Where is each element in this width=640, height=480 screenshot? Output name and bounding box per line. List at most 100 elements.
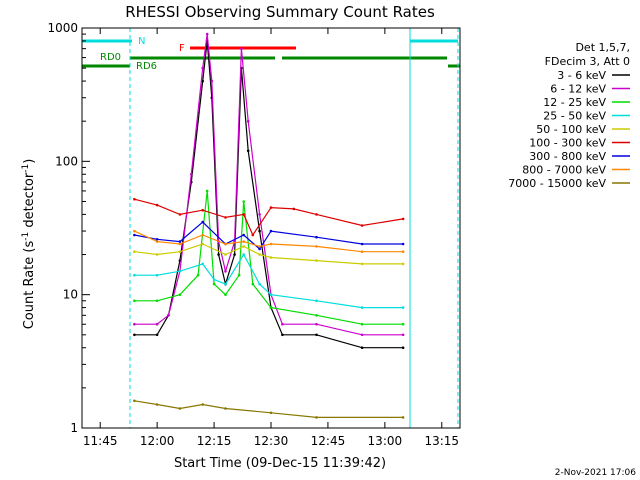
data-point-5-8 xyxy=(292,207,296,211)
x-tick-label-1: 12:00 xyxy=(140,434,175,448)
data-point-8-5 xyxy=(269,411,273,415)
data-point-0-1 xyxy=(155,333,159,337)
legend-label-2: 12 - 25 keV xyxy=(543,96,606,109)
x-tick-label-2: 12:15 xyxy=(197,434,232,448)
data-point-3-9 xyxy=(315,299,318,303)
data-point-3-8 xyxy=(269,293,273,297)
data-point-1-1 xyxy=(155,322,159,326)
data-point-2-0 xyxy=(133,299,136,303)
data-point-4-3 xyxy=(201,242,204,246)
data-point-6-10 xyxy=(401,242,405,246)
data-point-8-1 xyxy=(155,403,159,406)
data-point-7-4 xyxy=(224,242,227,246)
data-point-1-7 xyxy=(210,79,214,83)
data-point-0-12 xyxy=(246,149,250,153)
x-tick-label-3: 12:30 xyxy=(254,434,289,448)
series-line-2 xyxy=(134,190,404,325)
annotation-rd6: RD6 xyxy=(136,61,157,72)
data-point-8-2 xyxy=(178,407,182,410)
data-point-8-4 xyxy=(224,407,227,410)
data-point-3-5 xyxy=(224,282,227,286)
chart-title: RHESSI Observing Summary Count Rates xyxy=(125,3,435,21)
y-tick-label-3: 1000 xyxy=(47,21,78,35)
data-point-7-2 xyxy=(178,242,182,246)
data-point-5-9 xyxy=(315,213,318,216)
y-tick-label-1: 10 xyxy=(63,288,78,302)
data-point-5-6 xyxy=(251,233,255,237)
data-point-1-0 xyxy=(133,322,136,326)
data-point-4-8 xyxy=(315,259,318,262)
annotation-rd0: RD0 xyxy=(100,52,121,63)
data-point-0-13 xyxy=(258,229,261,233)
data-point-8-7 xyxy=(401,416,405,419)
data-point-7-6 xyxy=(258,245,261,248)
data-point-7-0 xyxy=(133,229,136,233)
data-point-5-1 xyxy=(155,203,159,207)
data-point-4-1 xyxy=(155,253,159,256)
data-point-3-2 xyxy=(178,269,182,273)
data-point-6-9 xyxy=(360,242,364,246)
data-point-2-11 xyxy=(315,314,318,317)
data-point-7-10 xyxy=(401,250,405,253)
data-point-3-7 xyxy=(258,282,261,286)
data-point-5-2 xyxy=(178,213,182,216)
data-point-4-6 xyxy=(258,253,261,256)
data-point-7-9 xyxy=(360,250,364,253)
data-point-7-5 xyxy=(242,240,245,243)
x-axis: 11:45 12:00 12:15 12:30 12:45 13:00 13:15 xyxy=(83,28,459,448)
data-point-7-8 xyxy=(315,245,318,248)
legend-label-4: 50 - 100 keV xyxy=(536,123,606,136)
data-point-5-4 xyxy=(224,216,227,219)
data-point-1-2 xyxy=(167,314,170,317)
data-point-0-18 xyxy=(401,346,405,350)
legend-header-2: FDecim 3, Att 0 xyxy=(545,55,630,68)
data-point-3-0 xyxy=(133,273,136,277)
data-point-2-7 xyxy=(237,273,241,277)
legend-label-1: 6 - 12 keV xyxy=(550,83,606,96)
legend-label-7: 800 - 7000 keV xyxy=(522,164,606,177)
x-axis-label: Start Time (09-Dec-15 11:39:42) xyxy=(174,456,386,471)
data-point-1-4 xyxy=(190,173,193,176)
data-point-0-10 xyxy=(233,253,236,256)
data-point-1-12 xyxy=(246,119,250,123)
data-point-4-7 xyxy=(269,256,273,259)
series-line-8 xyxy=(134,400,404,418)
data-point-1-17 xyxy=(360,333,364,337)
data-point-5-0 xyxy=(133,197,136,201)
data-point-6-3 xyxy=(201,220,204,224)
data-point-2-5 xyxy=(212,282,216,286)
data-point-3-3 xyxy=(201,262,204,266)
y-axis: 1 10 100 1000 xyxy=(47,21,90,435)
legend-label-6: 300 - 800 keV xyxy=(529,150,606,163)
data-point-7-1 xyxy=(155,240,159,243)
timestamp: 2-Nov-2021 17:06 xyxy=(555,468,637,478)
data-point-2-13 xyxy=(401,322,405,326)
data-point-7-7 xyxy=(269,242,273,246)
data-point-1-15 xyxy=(281,322,284,326)
data-point-7-3 xyxy=(201,233,204,237)
legend-label-3: 25 - 50 keV xyxy=(543,110,606,123)
data-point-2-12 xyxy=(360,322,364,326)
data-point-2-10 xyxy=(269,306,273,309)
data-point-0-15 xyxy=(281,333,284,337)
data-point-3-10 xyxy=(360,306,364,309)
data-point-4-4 xyxy=(224,253,227,256)
data-point-1-9 xyxy=(224,269,227,273)
data-point-0-16 xyxy=(315,333,318,337)
data-point-1-6 xyxy=(205,32,209,36)
data-point-1-16 xyxy=(315,322,318,326)
data-point-5-10 xyxy=(360,224,364,227)
data-point-1-18 xyxy=(401,333,405,337)
data-point-6-6 xyxy=(258,247,261,251)
data-point-4-10 xyxy=(401,262,405,266)
data-point-4-0 xyxy=(133,250,136,253)
data-point-8-3 xyxy=(201,403,204,406)
data-point-4-9 xyxy=(360,262,364,266)
data-point-6-8 xyxy=(315,235,318,239)
legend-label-8: 7000 - 15000 keV xyxy=(508,177,606,190)
data-point-0-17 xyxy=(360,346,364,350)
data-point-1-13 xyxy=(258,213,261,216)
data-point-5-11 xyxy=(401,217,405,221)
legend-label-0: 3 - 6 keV xyxy=(557,69,606,82)
